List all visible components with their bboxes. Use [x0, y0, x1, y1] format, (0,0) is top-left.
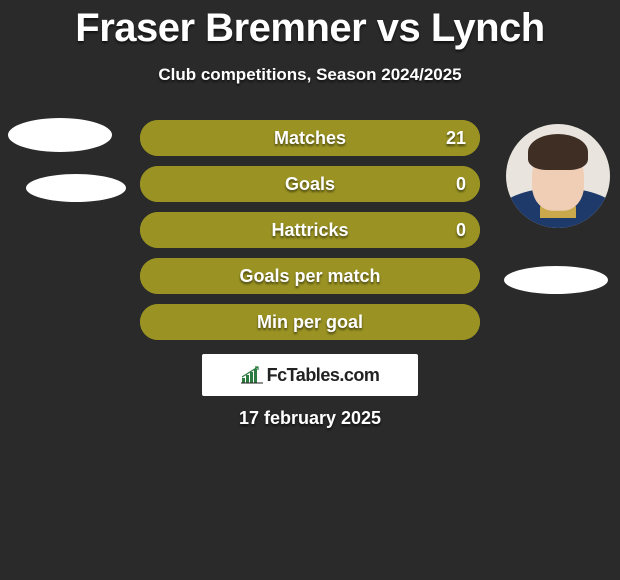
player-photo: [506, 124, 610, 228]
bars-icon: [241, 366, 263, 384]
stat-bars: Matches 21 Goals 0 Hattricks 0 Goals per…: [140, 120, 480, 350]
source-logo: FcTables.com: [202, 354, 418, 396]
bar-value-right: 0: [456, 166, 466, 202]
stat-row-goals: Goals 0: [140, 166, 480, 202]
page-title: Fraser Bremner vs Lynch: [0, 0, 620, 51]
subtitle: Club competitions, Season 2024/2025: [0, 65, 620, 85]
stat-row-hattricks: Hattricks 0: [140, 212, 480, 248]
bar-label: Min per goal: [140, 304, 480, 340]
bar-value-right: 21: [446, 120, 466, 156]
avatar-hair: [528, 134, 588, 170]
ellipse-placeholder: [26, 174, 126, 202]
logo-text: FcTables.com: [267, 365, 380, 386]
update-date: 17 february 2025: [0, 408, 620, 429]
bar-label: Goals: [140, 166, 480, 202]
bar-value-right: 0: [456, 212, 466, 248]
stat-row-min-per-goal: Min per goal: [140, 304, 480, 340]
bar-label: Matches: [140, 120, 480, 156]
player-right-container: [506, 124, 610, 294]
player-left-placeholder: [8, 118, 126, 202]
ellipse-placeholder: [504, 266, 608, 294]
bar-label: Goals per match: [140, 258, 480, 294]
stat-row-matches: Matches 21: [140, 120, 480, 156]
comparison-infographic: Fraser Bremner vs Lynch Club competition…: [0, 0, 620, 580]
bar-label: Hattricks: [140, 212, 480, 248]
stat-row-goals-per-match: Goals per match: [140, 258, 480, 294]
ellipse-placeholder: [8, 118, 112, 152]
